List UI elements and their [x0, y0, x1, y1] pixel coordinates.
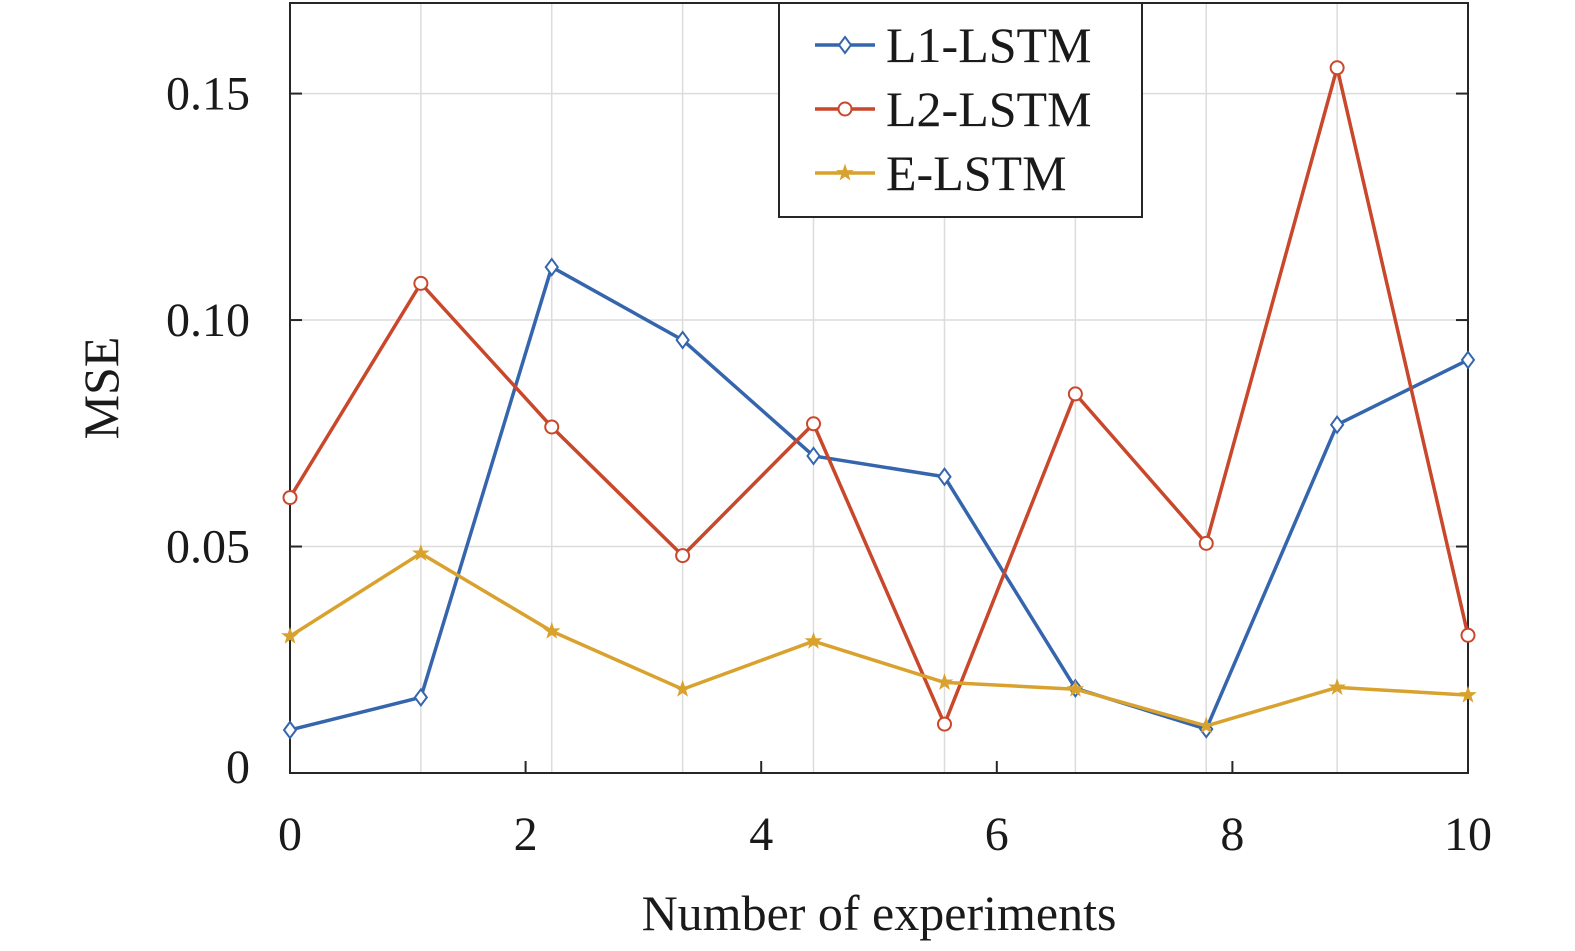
- circle-marker: [936, 716, 952, 732]
- legend-label: E-LSTM: [886, 145, 1067, 201]
- x-tick-label: 2: [514, 808, 538, 861]
- pentagram-marker: [281, 626, 299, 644]
- circle-marker: [282, 490, 298, 506]
- x-tick-label: 8: [1220, 808, 1244, 861]
- diamond-marker: [1460, 350, 1476, 370]
- circle-marker: [1329, 60, 1345, 76]
- y-tick-label: 0.15: [166, 68, 250, 121]
- x-tick-label: 4: [749, 808, 773, 861]
- series-e-lstm: [281, 543, 1477, 734]
- circle-marker: [806, 416, 822, 432]
- series-l1-lstm: [282, 257, 1476, 740]
- pentagram-marker: [542, 621, 561, 639]
- y-axis-label: MSE: [73, 337, 129, 440]
- circle-marker: [544, 419, 560, 435]
- y-tick-label: 0.10: [166, 294, 250, 347]
- circle-marker: [1067, 386, 1083, 402]
- legend: L1-LSTM L2-LSTM E-LSTM: [778, 2, 1143, 218]
- x-axis-label: Number of experiments: [642, 885, 1117, 941]
- series-l2-lstm: [282, 60, 1476, 732]
- x-tick-label: 6: [985, 808, 1009, 861]
- series-line: [288, 66, 1470, 726]
- pentagram-marker: [412, 543, 430, 561]
- diamond-marker: [806, 446, 821, 466]
- x-tick-label: 10: [1444, 808, 1492, 861]
- series-line: [289, 551, 1469, 728]
- diamond-marker: [544, 257, 560, 277]
- x-tick-label: 0: [278, 808, 302, 861]
- pentagram-marker: [1459, 685, 1477, 703]
- pentagram-marker: [1066, 679, 1085, 697]
- circle-marker: [413, 275, 429, 291]
- pentagram-marker: [935, 673, 954, 690]
- legend-label: L1-LSTM: [886, 17, 1092, 73]
- diamond-marker: [675, 330, 690, 350]
- pentagram-marker: [836, 163, 854, 181]
- circle-marker: [675, 548, 691, 564]
- pentagram-marker: [673, 679, 692, 697]
- diamond-marker: [837, 35, 853, 55]
- circle-marker: [837, 101, 853, 117]
- y-tick-label: 0.05: [166, 521, 250, 574]
- pentagram-marker: [804, 631, 823, 649]
- legend-label: L2-LSTM: [886, 81, 1092, 137]
- y-tick-label: 0: [226, 741, 250, 794]
- diamond-marker: [937, 467, 952, 487]
- circle-marker: [1460, 627, 1476, 643]
- diamond-marker: [1329, 415, 1345, 435]
- pentagram-marker: [1328, 678, 1346, 695]
- series-layer: [281, 60, 1477, 740]
- diamond-marker: [282, 720, 298, 740]
- pentagram-marker: [1197, 716, 1216, 734]
- diamond-marker: [413, 687, 429, 708]
- series-line: [289, 265, 1469, 732]
- circle-marker: [1198, 535, 1214, 551]
